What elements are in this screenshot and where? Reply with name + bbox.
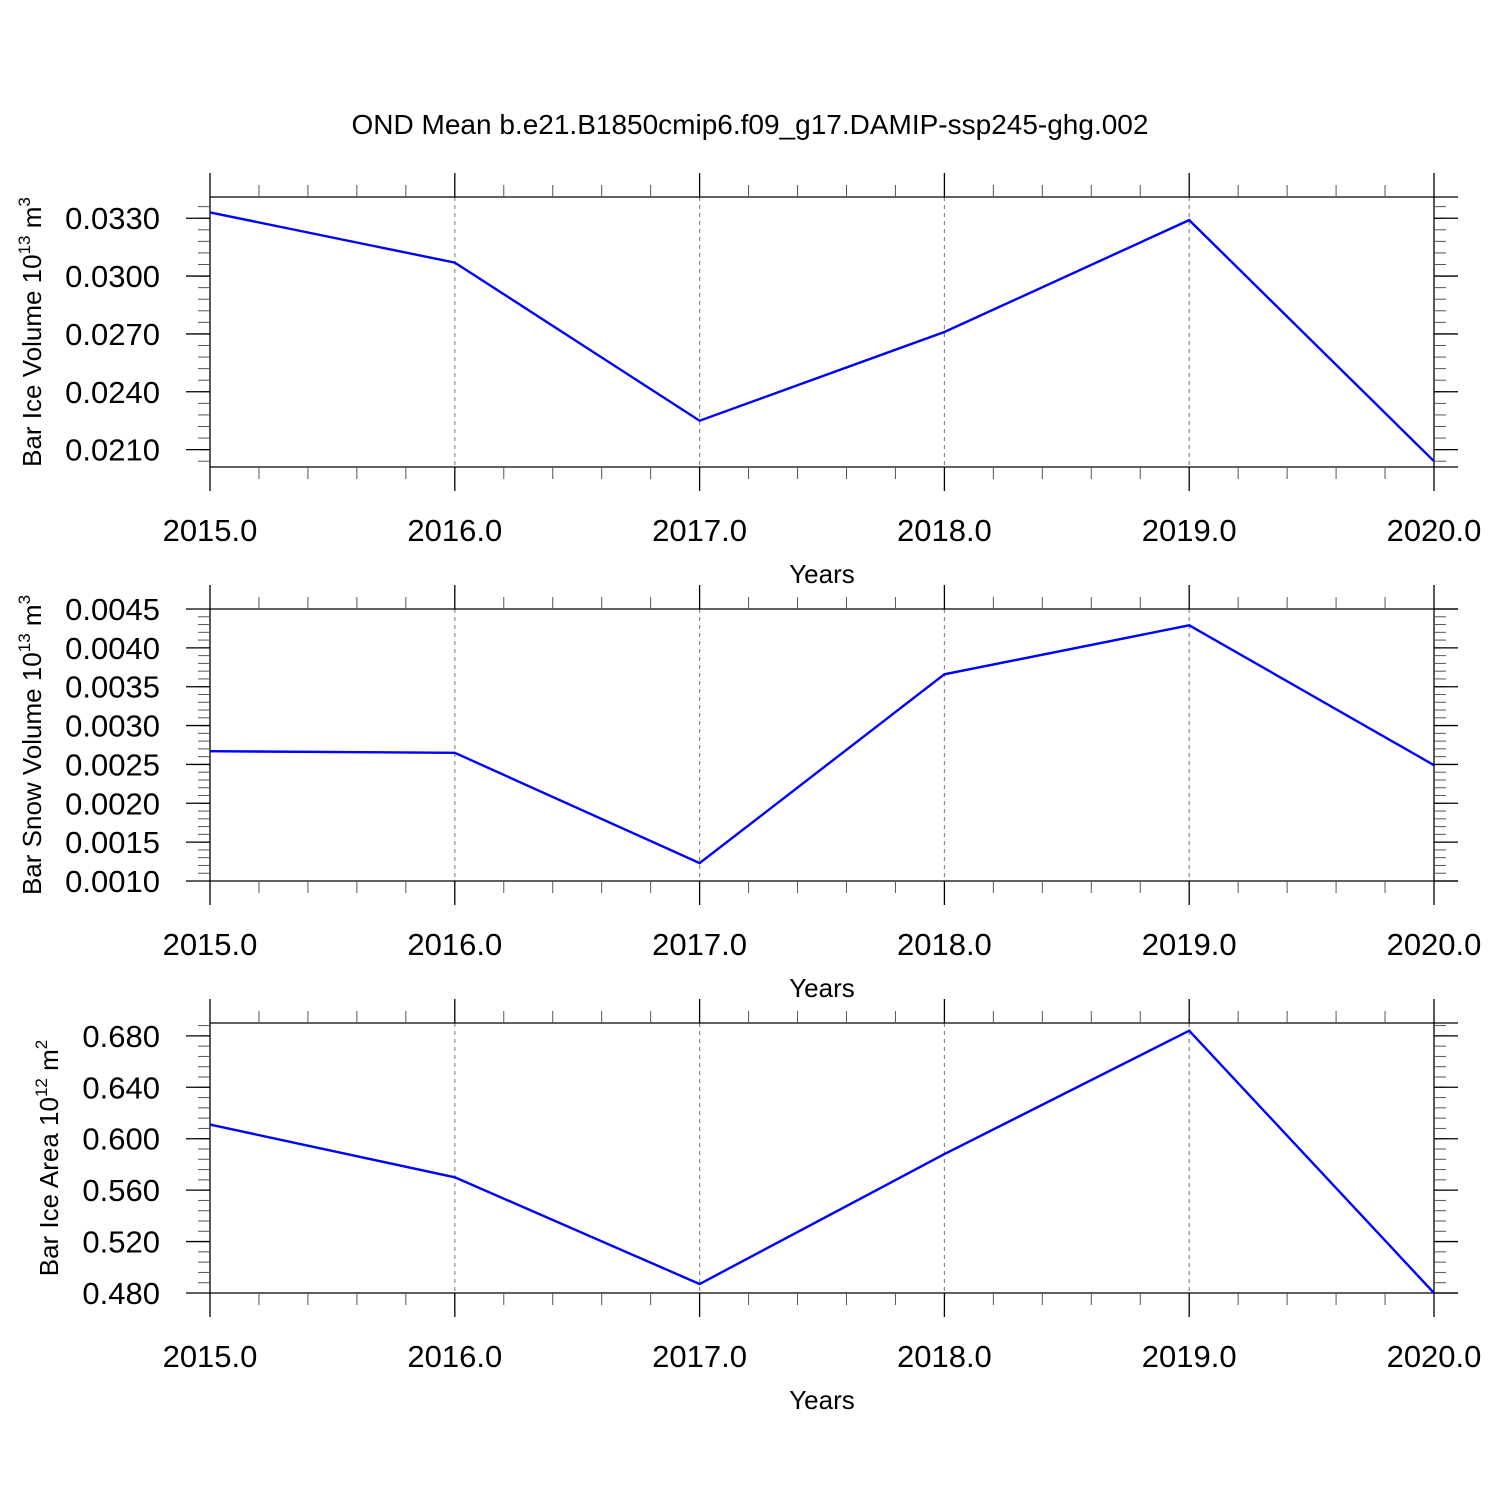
x-tick-label: 2019.0 bbox=[1142, 927, 1237, 962]
y-axis-label-text: Bar Snow Volume 10 bbox=[17, 652, 47, 895]
y-axis-label: Bar Ice Area 1012 m2 bbox=[32, 1040, 64, 1277]
y-tick-label: 0.0025 bbox=[65, 747, 160, 782]
y-axis-label-text: Bar Ice Volume 10 bbox=[17, 254, 47, 466]
y-tick-label: 0.0210 bbox=[65, 433, 160, 468]
y-tick-label: 0.0040 bbox=[65, 631, 160, 666]
panels: 2015.0 2016.0 2017.0 2018.0 2019.0 2020.0 Year… bbox=[15, 173, 1481, 1415]
x-tick-label: 2018.0 bbox=[897, 1339, 992, 1374]
chart-panel-3: 2015.0 2016.0 2017.0 2018.0 2019.0 2020.0 Year… bbox=[32, 999, 1481, 1415]
y-axis-label-text: Bar Ice Area 10 bbox=[34, 1097, 64, 1276]
y-tick-label: 0.520 bbox=[82, 1225, 160, 1260]
y-tick-label: 0.560 bbox=[82, 1173, 160, 1208]
x-tick-label: 2017.0 bbox=[652, 513, 747, 548]
y-axis-label-exponent: 13 bbox=[15, 633, 34, 652]
chart-panel-2: 2015.0 2016.0 2017.0 2018.0 2019.0 2020.0 Year… bbox=[15, 585, 1481, 1003]
x-axis-label: Years bbox=[789, 973, 855, 1003]
y-tick-label: 0.480 bbox=[82, 1276, 160, 1311]
x-tick-label: 2018.0 bbox=[897, 513, 992, 548]
y-tick-label: 0.0045 bbox=[65, 592, 160, 627]
x-tick-label: 2015.0 bbox=[163, 927, 258, 962]
x-tick-label: 2016.0 bbox=[407, 1339, 502, 1374]
x-axis-label: Years bbox=[789, 1385, 855, 1415]
x-tick-label: 2018.0 bbox=[897, 927, 992, 962]
y-tick-label: 0.600 bbox=[82, 1122, 160, 1157]
x-tick-label: 2019.0 bbox=[1142, 513, 1237, 548]
y-tick-label: 0.0030 bbox=[65, 709, 160, 744]
x-tick-label: 2019.0 bbox=[1142, 1339, 1237, 1374]
y-axis-label-unit-exponent: 3 bbox=[15, 595, 34, 604]
y-tick-label: 0.0015 bbox=[65, 825, 160, 860]
y-axis-label: Bar Ice Volume 1013 m3 bbox=[15, 197, 47, 467]
y-tick-label: 0.0330 bbox=[65, 201, 160, 236]
y-tick-label: 0.0010 bbox=[65, 864, 160, 899]
x-axis-label: Years bbox=[789, 559, 855, 589]
x-tick-label: 2020.0 bbox=[1387, 927, 1482, 962]
y-axis-label-unit: m bbox=[17, 207, 47, 236]
y-axis-label-exponent: 12 bbox=[32, 1078, 51, 1097]
y-axis-label-unit-exponent: 3 bbox=[15, 197, 34, 206]
x-tick-label: 2016.0 bbox=[407, 513, 502, 548]
y-axis-label-unit: m bbox=[17, 604, 47, 633]
x-tick-label: 2020.0 bbox=[1387, 513, 1482, 548]
x-tick-label: 2015.0 bbox=[163, 1339, 258, 1374]
y-axis-label-exponent: 13 bbox=[15, 235, 34, 254]
y-axis-label-unit-exponent: 2 bbox=[32, 1040, 51, 1049]
x-tick-label: 2017.0 bbox=[652, 927, 747, 962]
x-tick-label: 2016.0 bbox=[407, 927, 502, 962]
y-axis-label: Bar Snow Volume 1013 m3 bbox=[15, 595, 47, 895]
series-line bbox=[210, 1031, 1434, 1293]
y-tick-label: 0.640 bbox=[82, 1070, 160, 1105]
series-line bbox=[210, 625, 1434, 863]
y-tick-label: 0.680 bbox=[82, 1019, 160, 1054]
y-tick-label: 0.0270 bbox=[65, 317, 160, 352]
y-tick-label: 0.0020 bbox=[65, 786, 160, 821]
figure-title: OND Mean b.e21.B1850cmip6.f09_g17.DAMIP-… bbox=[352, 109, 1149, 140]
x-tick-label: 2017.0 bbox=[652, 1339, 747, 1374]
y-tick-label: 0.0035 bbox=[65, 670, 160, 705]
x-tick-label: 2015.0 bbox=[163, 513, 258, 548]
x-tick-label: 2020.0 bbox=[1387, 1339, 1482, 1374]
y-axis-label-unit: m bbox=[34, 1049, 64, 1078]
y-tick-label: 0.0240 bbox=[65, 375, 160, 410]
y-tick-label: 0.0300 bbox=[65, 259, 160, 294]
chart-panel-1: 2015.0 2016.0 2017.0 2018.0 2019.0 2020.0 Year… bbox=[15, 173, 1481, 589]
series-line bbox=[210, 212, 1434, 461]
